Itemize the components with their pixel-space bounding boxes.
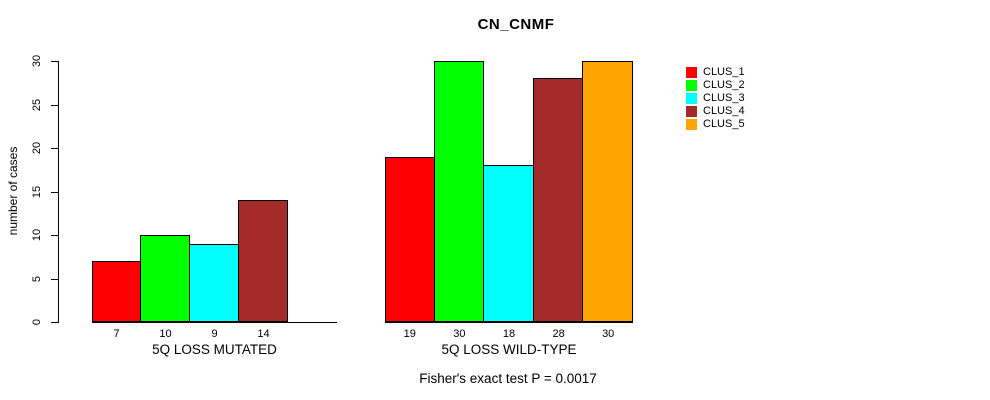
- bar-clus_4: [238, 200, 288, 322]
- y-axis-line: [58, 61, 59, 323]
- bar-clus_1: [92, 261, 141, 322]
- annotation-text: Fisher's exact test P = 0.0017: [419, 371, 597, 386]
- bar-clus_2: [434, 61, 484, 322]
- legend-swatch-icon: [686, 67, 697, 78]
- legend-swatch-icon: [686, 93, 697, 104]
- bar-clus_5: [582, 61, 633, 322]
- bar-value-label: 30: [453, 328, 466, 340]
- legend-entry-clus_2: CLUS_2: [686, 79, 745, 92]
- legend-label: CLUS_1: [703, 66, 745, 78]
- group-label: 5Q LOSS MUTATED: [152, 342, 277, 357]
- y-axis-tick-label: 15: [31, 185, 43, 199]
- chart-title: CN_CNMF: [477, 16, 555, 33]
- y-axis-tick: [51, 235, 58, 236]
- y-axis-tick-label: 25: [31, 98, 43, 112]
- y-axis-tick-label: 0: [31, 318, 43, 326]
- legend-swatch-icon: [686, 119, 697, 130]
- y-axis-tick-label: 10: [31, 228, 43, 242]
- y-axis-tick: [51, 61, 58, 62]
- legend-entry-clus_3: CLUS_3: [686, 92, 745, 105]
- bar-value-label: 18: [502, 328, 516, 340]
- x-axis-baseline: [92, 322, 337, 323]
- bar-clus_4: [533, 78, 583, 322]
- bar-value-label: 14: [257, 328, 270, 340]
- bar-clus_3: [189, 244, 239, 322]
- y-axis-tick-label: 5: [31, 275, 43, 283]
- bar-value-label: 19: [403, 328, 416, 340]
- y-axis-tick-label: 30: [31, 54, 43, 68]
- x-axis-baseline: [385, 322, 633, 323]
- legend-swatch-icon: [686, 106, 697, 117]
- bar-value-label: 28: [552, 328, 565, 340]
- y-axis-title: number of cases: [6, 146, 20, 236]
- y-axis-tick: [51, 322, 58, 323]
- y-axis-tick-label: 20: [31, 141, 43, 155]
- legend: CLUS_1 CLUS_2 CLUS_3 CLUS_4 CLUS_5: [686, 66, 745, 131]
- bar-value-label: 30: [602, 328, 615, 340]
- bar-value-label: 9: [211, 328, 218, 340]
- legend-label: CLUS_2: [703, 79, 745, 91]
- bar-clus_3: [483, 165, 534, 322]
- bar-clus_2: [140, 235, 190, 322]
- group-label: 5Q LOSS WILD-TYPE: [441, 342, 577, 357]
- legend-swatch-icon: [686, 80, 697, 91]
- legend-entry-clus_1: CLUS_1: [686, 66, 745, 79]
- legend-label: CLUS_3: [703, 92, 745, 104]
- bar-value-label: 10: [159, 328, 172, 340]
- y-axis-tick: [51, 148, 58, 149]
- legend-label: CLUS_5: [703, 118, 745, 130]
- legend-entry-clus_4: CLUS_4: [686, 105, 745, 118]
- bar-value-label: 7: [113, 328, 120, 340]
- bar-clus_1: [385, 157, 435, 322]
- y-axis-tick: [51, 192, 58, 193]
- legend-label: CLUS_4: [703, 105, 745, 117]
- legend-entry-clus_5: CLUS_5: [686, 118, 745, 131]
- y-axis-tick: [51, 279, 58, 280]
- y-axis-tick: [51, 105, 58, 106]
